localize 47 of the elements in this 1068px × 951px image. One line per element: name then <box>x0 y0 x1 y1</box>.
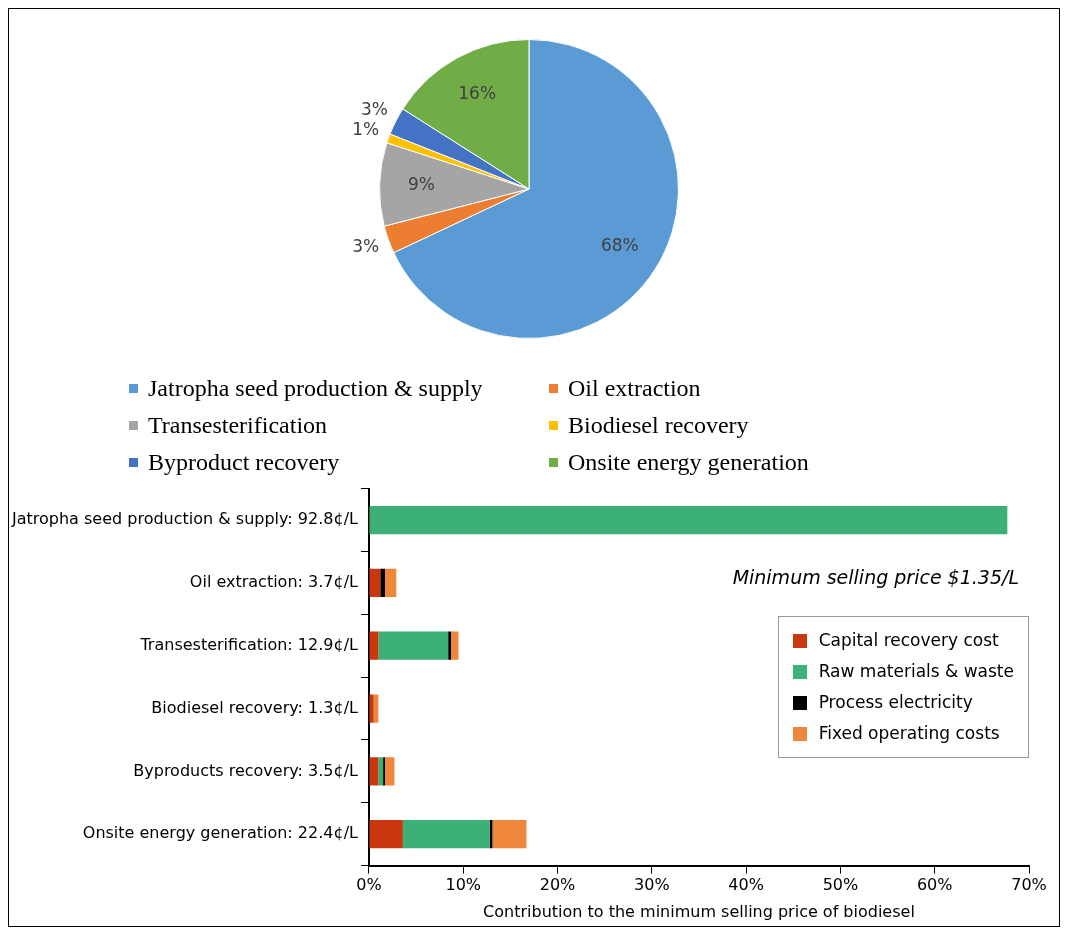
bar <box>369 568 381 597</box>
data-label: 3% <box>360 98 388 119</box>
bar <box>369 820 403 849</box>
y-tick-label: Biodiesel recovery: 1.3¢/L <box>151 697 359 717</box>
legend-label: Biodiesel recovery <box>568 412 749 439</box>
data-label: 68% <box>600 235 639 256</box>
y-tick-label: Onsite energy generation: 22.4¢/L <box>82 823 359 843</box>
x-tick-label: 30% <box>634 875 670 895</box>
data-label: 1% <box>352 118 380 139</box>
bar <box>378 757 384 786</box>
x-tick-label: 10% <box>445 875 482 895</box>
data-label: 3% <box>352 236 380 257</box>
bar <box>378 631 449 660</box>
bar <box>369 631 379 660</box>
x-tick-label: 60% <box>916 875 953 895</box>
legend-label: Onsite energy generation <box>568 449 809 476</box>
bar <box>369 757 379 786</box>
y-tick-label: Oil extraction: 3.7¢/L <box>189 572 359 592</box>
bar <box>402 820 490 849</box>
legend-label: Fixed operating costs <box>818 722 1000 745</box>
bar <box>450 631 459 660</box>
bar <box>380 568 385 597</box>
legend-label: Transesterification <box>148 412 328 439</box>
y-tick-label: Byproducts recovery: 3.5¢/L <box>133 760 359 780</box>
legend-label: Raw materials & waste <box>818 660 1014 683</box>
y-tick-label: Jatropha seed production & supply: 92.8¢/L <box>11 509 359 529</box>
bar <box>369 694 374 723</box>
x-tick-label: 0% <box>356 875 382 895</box>
x-tick-label: 40% <box>728 875 764 895</box>
data-label: 16% <box>458 83 497 104</box>
bar <box>369 505 1008 535</box>
x-tick-label: 70% <box>1011 875 1047 895</box>
legend-label: Jatropha seed production & supply <box>148 375 483 402</box>
data-label: 9% <box>407 174 435 195</box>
bar <box>448 631 451 660</box>
x-axis-title: Contribution to the minimum selling price of biodiesel <box>483 901 915 921</box>
legend-label: Capital recovery cost <box>818 629 999 652</box>
y-tick-label: Transesterification: 12.9¢/L <box>139 634 359 654</box>
x-tick-label: 20% <box>539 875 576 895</box>
annotation: Minimum selling price $1.35/L <box>732 565 1019 588</box>
bar <box>384 757 395 786</box>
legend-label: Process electricity <box>818 691 973 714</box>
legend-label: Byproduct recovery <box>148 449 340 476</box>
x-tick-label: 50% <box>822 875 859 895</box>
bar <box>384 568 397 597</box>
legend-label: Oil extraction <box>568 375 701 402</box>
bar <box>492 820 527 849</box>
